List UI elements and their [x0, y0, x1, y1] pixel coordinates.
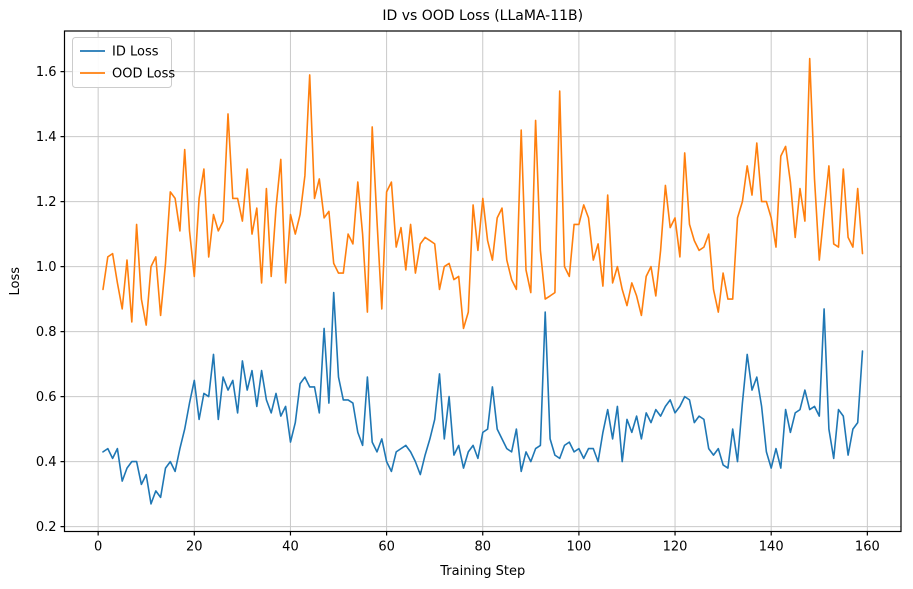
x-tick-label: 20: [186, 540, 203, 555]
grid-lines: [64, 31, 901, 532]
tick-marks: [60, 71, 868, 536]
tick-labels: 0 20 40 60 80 100 120 140 160 0.2 0.4 0.6 0.8 1.0 1.2 1…: [36, 65, 880, 554]
x-tick-label: 60: [378, 540, 395, 555]
y-tick-label: 1.2: [36, 195, 57, 210]
x-tick-label: 160: [855, 540, 880, 555]
x-tick-label: 0: [94, 540, 102, 555]
y-tick-label: 0.8: [36, 325, 57, 340]
x-tick-label: 100: [566, 540, 591, 555]
x-tick-label: 80: [474, 540, 491, 555]
x-tick-label: 120: [663, 540, 688, 555]
y-tick-label: 1.0: [36, 260, 57, 275]
x-tick-label: 40: [282, 540, 299, 555]
ood-loss-line: [102, 57, 864, 330]
legend-label-ood-loss: OOD Loss: [112, 67, 175, 82]
y-tick-label: 0.4: [36, 455, 57, 470]
y-tick-label: 0.6: [36, 390, 57, 405]
legend-label-id-loss: ID Loss: [112, 45, 159, 60]
y-tick-label: 1.6: [36, 65, 57, 80]
legend: ID Loss OOD Loss: [72, 37, 175, 88]
y-axis-label: Loss: [8, 267, 23, 296]
legend-box: [72, 37, 172, 88]
id-loss-line: [102, 291, 864, 505]
y-tick-label: 1.4: [36, 130, 57, 145]
series-lines: [102, 57, 864, 505]
chart-title: ID vs OOD Loss (LLaMA-11B): [382, 8, 583, 24]
x-axis-label: Training Step: [439, 564, 525, 579]
x-tick-label: 140: [759, 540, 784, 555]
y-tick-label: 0.2: [36, 520, 57, 535]
